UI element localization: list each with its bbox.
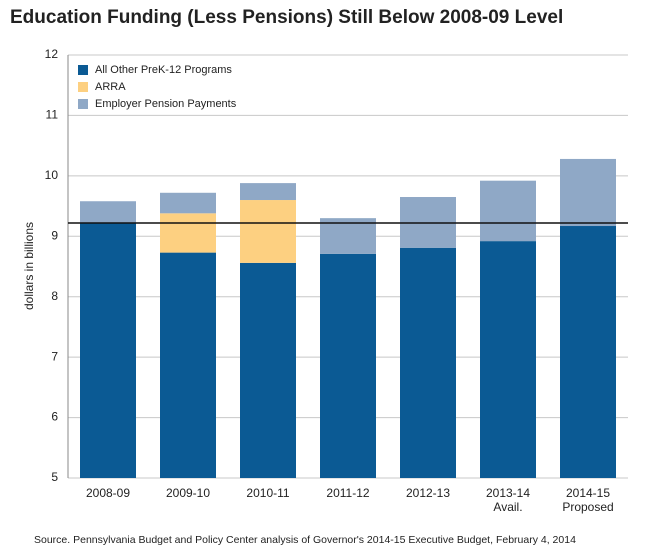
legend-label: All Other PreK-12 Programs bbox=[95, 64, 232, 76]
source: Source. Pennsylvania Budget and Policy C… bbox=[34, 534, 576, 546]
y-tick-label: 10 bbox=[45, 168, 59, 182]
legend-swatch bbox=[78, 82, 88, 92]
bar-segment bbox=[160, 252, 216, 478]
bar-segment bbox=[320, 218, 376, 254]
bar-segment bbox=[560, 226, 616, 478]
bar-segment bbox=[80, 201, 136, 223]
bar-segment bbox=[240, 262, 296, 478]
y-tick-label: 5 bbox=[51, 470, 58, 484]
bar-segment bbox=[240, 200, 296, 263]
legend-label: Employer Pension Payments bbox=[95, 98, 237, 110]
x-tick-label: 2009-10 bbox=[165, 486, 211, 500]
x-tick-label: 2012-13 bbox=[405, 486, 451, 500]
bar-segment bbox=[400, 247, 456, 478]
bar-segment bbox=[160, 192, 216, 214]
bar-segment bbox=[480, 241, 536, 478]
chart-title: Education Funding (Less Pensions) Still … bbox=[10, 7, 563, 28]
bar-segment bbox=[240, 183, 296, 201]
y-tick-label: 6 bbox=[51, 410, 58, 424]
x-tick-label: 2008-09 bbox=[85, 486, 131, 500]
y-tick-label: 12 bbox=[45, 47, 59, 61]
x-tick-label: 2011-12 bbox=[326, 486, 370, 500]
x-tick-label: 2013-14 Avail. bbox=[485, 486, 531, 514]
y-tick-label: 8 bbox=[51, 289, 58, 303]
x-tick-label: 2014-15 Proposed bbox=[562, 486, 614, 514]
bar-segment bbox=[80, 222, 136, 478]
bar-segment bbox=[480, 180, 536, 242]
y-axis-label: dollars in billions bbox=[22, 222, 36, 310]
bar-segment bbox=[160, 213, 216, 253]
y-tick-label: 9 bbox=[51, 228, 58, 242]
legend-label: ARRA bbox=[95, 81, 126, 93]
legend-swatch bbox=[78, 65, 88, 75]
x-tick-label: 2010-11 bbox=[246, 486, 290, 500]
bar-segment bbox=[560, 158, 616, 227]
bar-segment bbox=[320, 253, 376, 478]
legend-swatch bbox=[78, 99, 88, 109]
y-tick-label: 7 bbox=[51, 349, 58, 363]
y-tick-label: 11 bbox=[46, 108, 59, 122]
